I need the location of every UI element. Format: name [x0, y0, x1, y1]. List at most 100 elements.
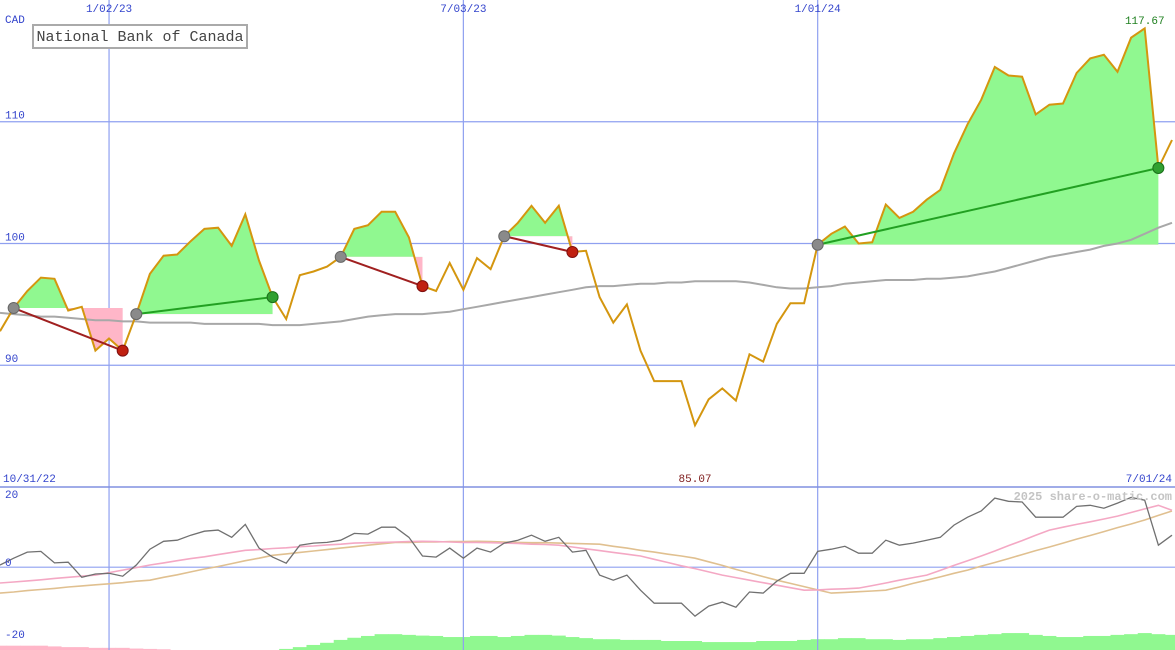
- histogram-bar: [129, 648, 144, 650]
- histogram-bar: [933, 638, 948, 650]
- average-line: [0, 221, 1173, 327]
- histogram-bar: [1069, 637, 1084, 650]
- histogram-bar: [374, 634, 389, 650]
- histogram-bar: [1083, 635, 1098, 650]
- watermark: 2025 share-o-matic.com: [1014, 490, 1172, 504]
- histogram-bar: [865, 639, 880, 650]
- histogram-bar: [1110, 634, 1125, 650]
- histogram-bar: [715, 642, 730, 650]
- histogram-bar: [769, 641, 784, 650]
- histogram-bar: [1055, 637, 1070, 650]
- histogram-bar: [33, 645, 48, 650]
- trade-line: [504, 235, 573, 253]
- histogram-bar: [333, 639, 348, 650]
- histogram-bar: [606, 639, 621, 650]
- histogram-bar: [728, 642, 743, 650]
- histogram-bar: [619, 639, 634, 650]
- histogram-bar: [415, 635, 430, 650]
- histogram-bar: [837, 638, 852, 650]
- histogram-bar: [401, 634, 416, 650]
- entry-marker: [498, 230, 511, 243]
- y-tick-label: 90: [5, 354, 18, 366]
- histogram-bar: [1001, 633, 1016, 650]
- histogram-bar: [633, 639, 648, 650]
- histogram-bar: [1096, 635, 1111, 650]
- trade-line: [817, 167, 1159, 246]
- price-line: [0, 26, 1173, 428]
- histogram-bar: [551, 635, 566, 650]
- histogram-bar: [1028, 634, 1043, 650]
- histogram-bar: [347, 637, 362, 650]
- histogram-bar: [320, 642, 335, 650]
- histogram-bar: [442, 637, 457, 650]
- histogram-bar: [783, 641, 798, 650]
- trade-line: [13, 307, 124, 352]
- exit-marker: [416, 280, 429, 293]
- y-tick-label: 100: [5, 232, 25, 244]
- histogram-bar: [756, 641, 771, 650]
- histogram-bar: [88, 647, 103, 650]
- histogram-bar: [1042, 635, 1057, 650]
- histogram-bar: [429, 635, 444, 650]
- histogram-bar: [906, 639, 921, 650]
- high-label: 117.67: [1125, 16, 1165, 28]
- histogram-bar: [674, 641, 689, 650]
- x-tick-label: 1/02/23: [86, 4, 132, 16]
- y-tick-label: 20: [5, 490, 18, 502]
- histogram-bar: [388, 634, 403, 650]
- exit-marker: [266, 291, 279, 304]
- trade-line: [136, 296, 273, 316]
- histogram-bar: [797, 639, 812, 650]
- histogram-bar: [47, 646, 62, 650]
- low-label: 85.07: [679, 474, 712, 486]
- histogram-bar: [292, 647, 307, 650]
- histogram-bar: [469, 635, 484, 650]
- histogram-bar: [946, 637, 961, 650]
- histogram-bar: [20, 645, 35, 650]
- entry-marker: [334, 250, 347, 263]
- trade-fill: [13, 277, 123, 309]
- trade-fill: [504, 205, 573, 237]
- y-unit: CAD: [5, 15, 25, 27]
- histogram-bar: [61, 647, 76, 650]
- histogram-bar: [0, 645, 8, 650]
- histogram-bar: [919, 639, 934, 650]
- histogram-bar: [1124, 634, 1139, 650]
- histogram-bar: [851, 638, 866, 650]
- histogram-bar: [592, 639, 607, 650]
- histogram-bar: [688, 641, 703, 650]
- exit-marker: [116, 344, 129, 357]
- histogram-bar: [579, 638, 594, 650]
- histogram-bar: [483, 635, 498, 650]
- histogram-bar: [497, 637, 512, 650]
- histogram-bar: [1015, 633, 1030, 650]
- histogram-bar: [974, 634, 989, 650]
- histogram-bar: [1151, 634, 1166, 650]
- oscillator-line: [0, 510, 1173, 594]
- histogram-bar: [1137, 633, 1152, 650]
- histogram-bar: [565, 637, 580, 650]
- histogram-bar: [6, 645, 21, 650]
- oscillator-line: [0, 496, 1173, 618]
- histogram-bar: [1165, 634, 1175, 650]
- histogram-bar: [360, 635, 375, 650]
- trade-line: [340, 255, 423, 288]
- histogram-bar: [538, 634, 553, 650]
- histogram-bar: [510, 635, 525, 650]
- trade-fill: [136, 214, 273, 315]
- histogram-bar: [647, 639, 662, 650]
- x-tick-label: 1/01/24: [795, 4, 842, 16]
- trade-fill: [340, 211, 423, 257]
- histogram-bar: [524, 634, 539, 650]
- y-tick-label: -20: [5, 630, 25, 642]
- entry-marker: [7, 302, 20, 315]
- exit-marker: [1152, 162, 1165, 175]
- histogram-bar: [742, 642, 757, 650]
- histogram-bar: [878, 639, 893, 650]
- histogram-bar: [115, 647, 130, 650]
- histogram-bar: [824, 639, 839, 650]
- x-start-label: 10/31/22: [3, 474, 56, 486]
